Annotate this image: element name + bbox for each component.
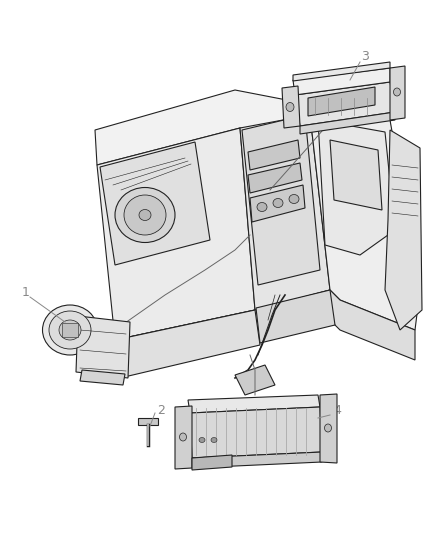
Text: 3: 3: [361, 51, 369, 63]
Polygon shape: [320, 394, 337, 463]
Polygon shape: [97, 330, 120, 380]
Polygon shape: [295, 82, 395, 126]
Polygon shape: [310, 115, 420, 330]
Polygon shape: [62, 323, 78, 337]
Ellipse shape: [211, 438, 217, 442]
Polygon shape: [115, 310, 260, 378]
Polygon shape: [300, 112, 395, 134]
Polygon shape: [293, 62, 390, 81]
Polygon shape: [192, 452, 322, 468]
Polygon shape: [138, 418, 158, 425]
Text: 2: 2: [157, 403, 165, 416]
Polygon shape: [293, 68, 390, 95]
Polygon shape: [97, 128, 255, 340]
Ellipse shape: [286, 102, 294, 111]
Polygon shape: [100, 142, 210, 265]
Polygon shape: [248, 140, 300, 170]
Ellipse shape: [325, 424, 332, 432]
Ellipse shape: [139, 209, 151, 221]
Polygon shape: [248, 163, 302, 193]
Ellipse shape: [180, 433, 187, 441]
Text: 1: 1: [22, 287, 30, 300]
Polygon shape: [390, 66, 405, 120]
Ellipse shape: [199, 438, 205, 442]
Ellipse shape: [289, 195, 299, 204]
Ellipse shape: [273, 198, 283, 207]
Ellipse shape: [42, 305, 98, 355]
Ellipse shape: [115, 188, 175, 243]
Polygon shape: [192, 455, 232, 470]
Ellipse shape: [49, 311, 91, 349]
Ellipse shape: [257, 203, 267, 212]
Polygon shape: [385, 130, 422, 330]
Ellipse shape: [124, 195, 166, 235]
Ellipse shape: [393, 88, 400, 96]
Polygon shape: [282, 86, 300, 128]
Polygon shape: [188, 395, 320, 413]
Polygon shape: [235, 365, 275, 395]
Polygon shape: [308, 87, 375, 116]
Polygon shape: [318, 120, 395, 255]
Polygon shape: [240, 115, 330, 310]
Text: 4: 4: [333, 405, 341, 417]
Polygon shape: [242, 115, 320, 285]
Polygon shape: [250, 185, 305, 222]
Polygon shape: [95, 90, 390, 165]
Ellipse shape: [59, 320, 81, 340]
Polygon shape: [256, 290, 335, 343]
Polygon shape: [190, 407, 322, 458]
Polygon shape: [175, 406, 192, 469]
Polygon shape: [80, 370, 125, 385]
Polygon shape: [115, 290, 415, 375]
Polygon shape: [330, 140, 382, 210]
Polygon shape: [76, 316, 130, 378]
